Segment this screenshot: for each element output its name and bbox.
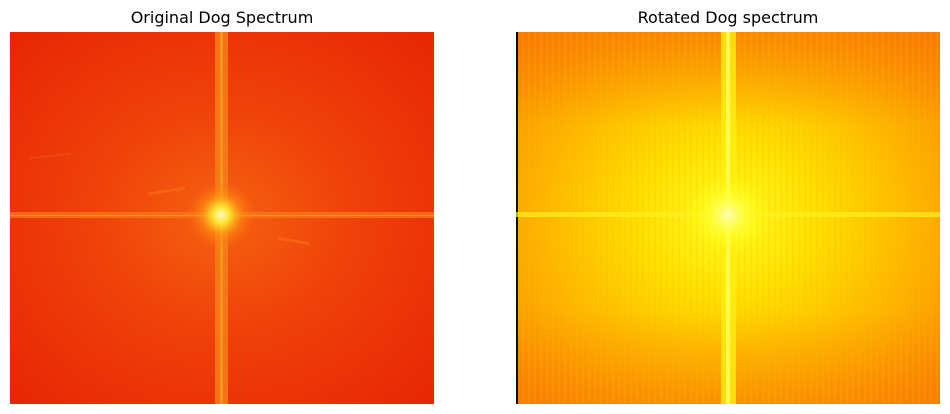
original-dog-spectrum-image [10,32,434,404]
left-panel-title: Original Dog Spectrum [130,8,314,27]
rotated-dog-spectrum-image [516,32,940,404]
right-panel-title: Rotated Dog spectrum [637,8,819,27]
